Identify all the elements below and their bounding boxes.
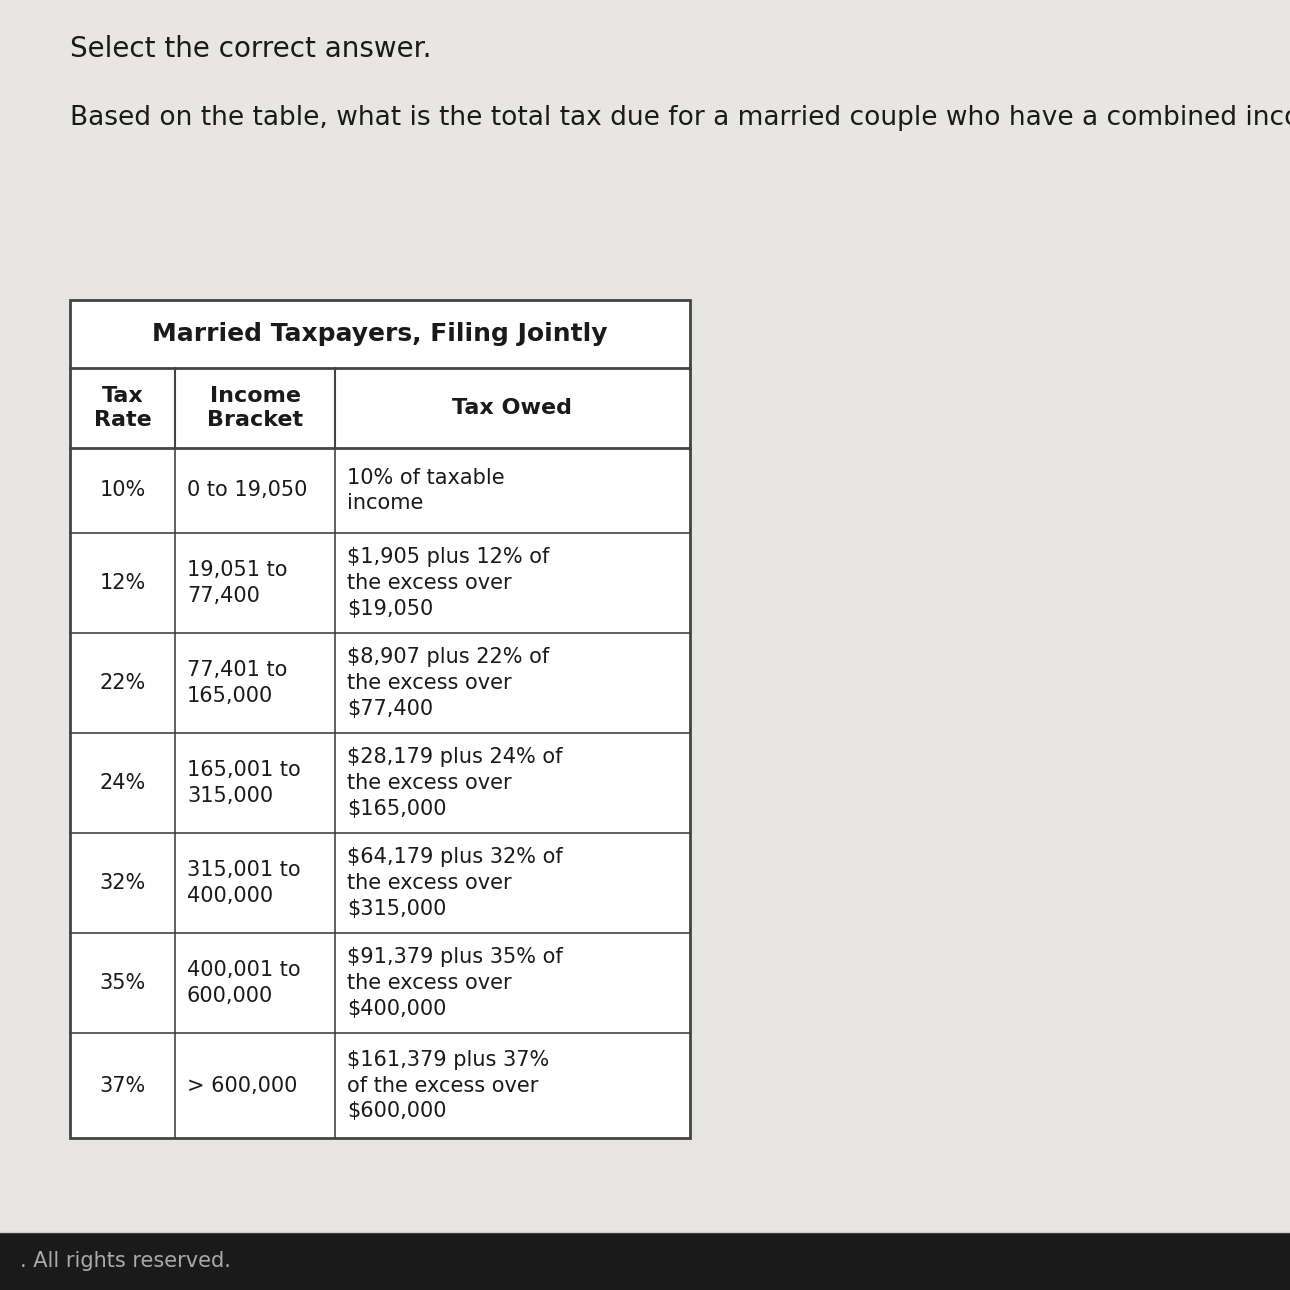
- Text: 19,051 to
77,400: 19,051 to 77,400: [187, 560, 288, 606]
- Text: 24%: 24%: [99, 773, 146, 793]
- Text: . All rights reserved.: . All rights reserved.: [21, 1251, 231, 1271]
- Text: 0 to 19,050: 0 to 19,050: [187, 480, 307, 501]
- Text: $161,379 plus 37%
of the excess over
$600,000: $161,379 plus 37% of the excess over $60…: [347, 1050, 550, 1121]
- Text: Tax Owed: Tax Owed: [453, 399, 573, 418]
- Text: 37%: 37%: [99, 1076, 146, 1095]
- Text: $64,179 plus 32% of
the excess over
$315,000: $64,179 plus 32% of the excess over $315…: [347, 848, 562, 918]
- Text: 12%: 12%: [99, 573, 146, 593]
- Text: Based on the table, what is the total tax due for a married couple who have a co: Based on the table, what is the total ta…: [70, 104, 1290, 132]
- Text: 35%: 35%: [99, 973, 146, 993]
- Text: 400,001 to
600,000: 400,001 to 600,000: [187, 960, 301, 1006]
- Text: Tax
Rate: Tax Rate: [94, 386, 151, 431]
- Bar: [0, 1232, 1290, 1290]
- Text: Select the correct answer.: Select the correct answer.: [70, 35, 431, 63]
- Text: 77,401 to
165,000: 77,401 to 165,000: [187, 660, 288, 706]
- Text: $91,379 plus 35% of
the excess over
$400,000: $91,379 plus 35% of the excess over $400…: [347, 947, 562, 1019]
- Text: > 600,000: > 600,000: [187, 1076, 298, 1095]
- Bar: [70, 301, 690, 1138]
- Text: 10% of taxable
income: 10% of taxable income: [347, 468, 504, 513]
- Text: 165,001 to
315,000: 165,001 to 315,000: [187, 760, 301, 806]
- Text: $1,905 plus 12% of
the excess over
$19,050: $1,905 plus 12% of the excess over $19,0…: [347, 547, 550, 619]
- Text: Income
Bracket: Income Bracket: [206, 386, 303, 431]
- Text: $28,179 plus 24% of
the excess over
$165,000: $28,179 plus 24% of the excess over $165…: [347, 747, 562, 819]
- Text: 315,001 to
400,000: 315,001 to 400,000: [187, 860, 301, 906]
- Text: 22%: 22%: [99, 673, 146, 693]
- Text: Married Taxpayers, Filing Jointly: Married Taxpayers, Filing Jointly: [152, 322, 608, 346]
- Text: $8,907 plus 22% of
the excess over
$77,400: $8,907 plus 22% of the excess over $77,4…: [347, 648, 550, 719]
- Text: 32%: 32%: [99, 873, 146, 893]
- Text: 10%: 10%: [99, 480, 146, 501]
